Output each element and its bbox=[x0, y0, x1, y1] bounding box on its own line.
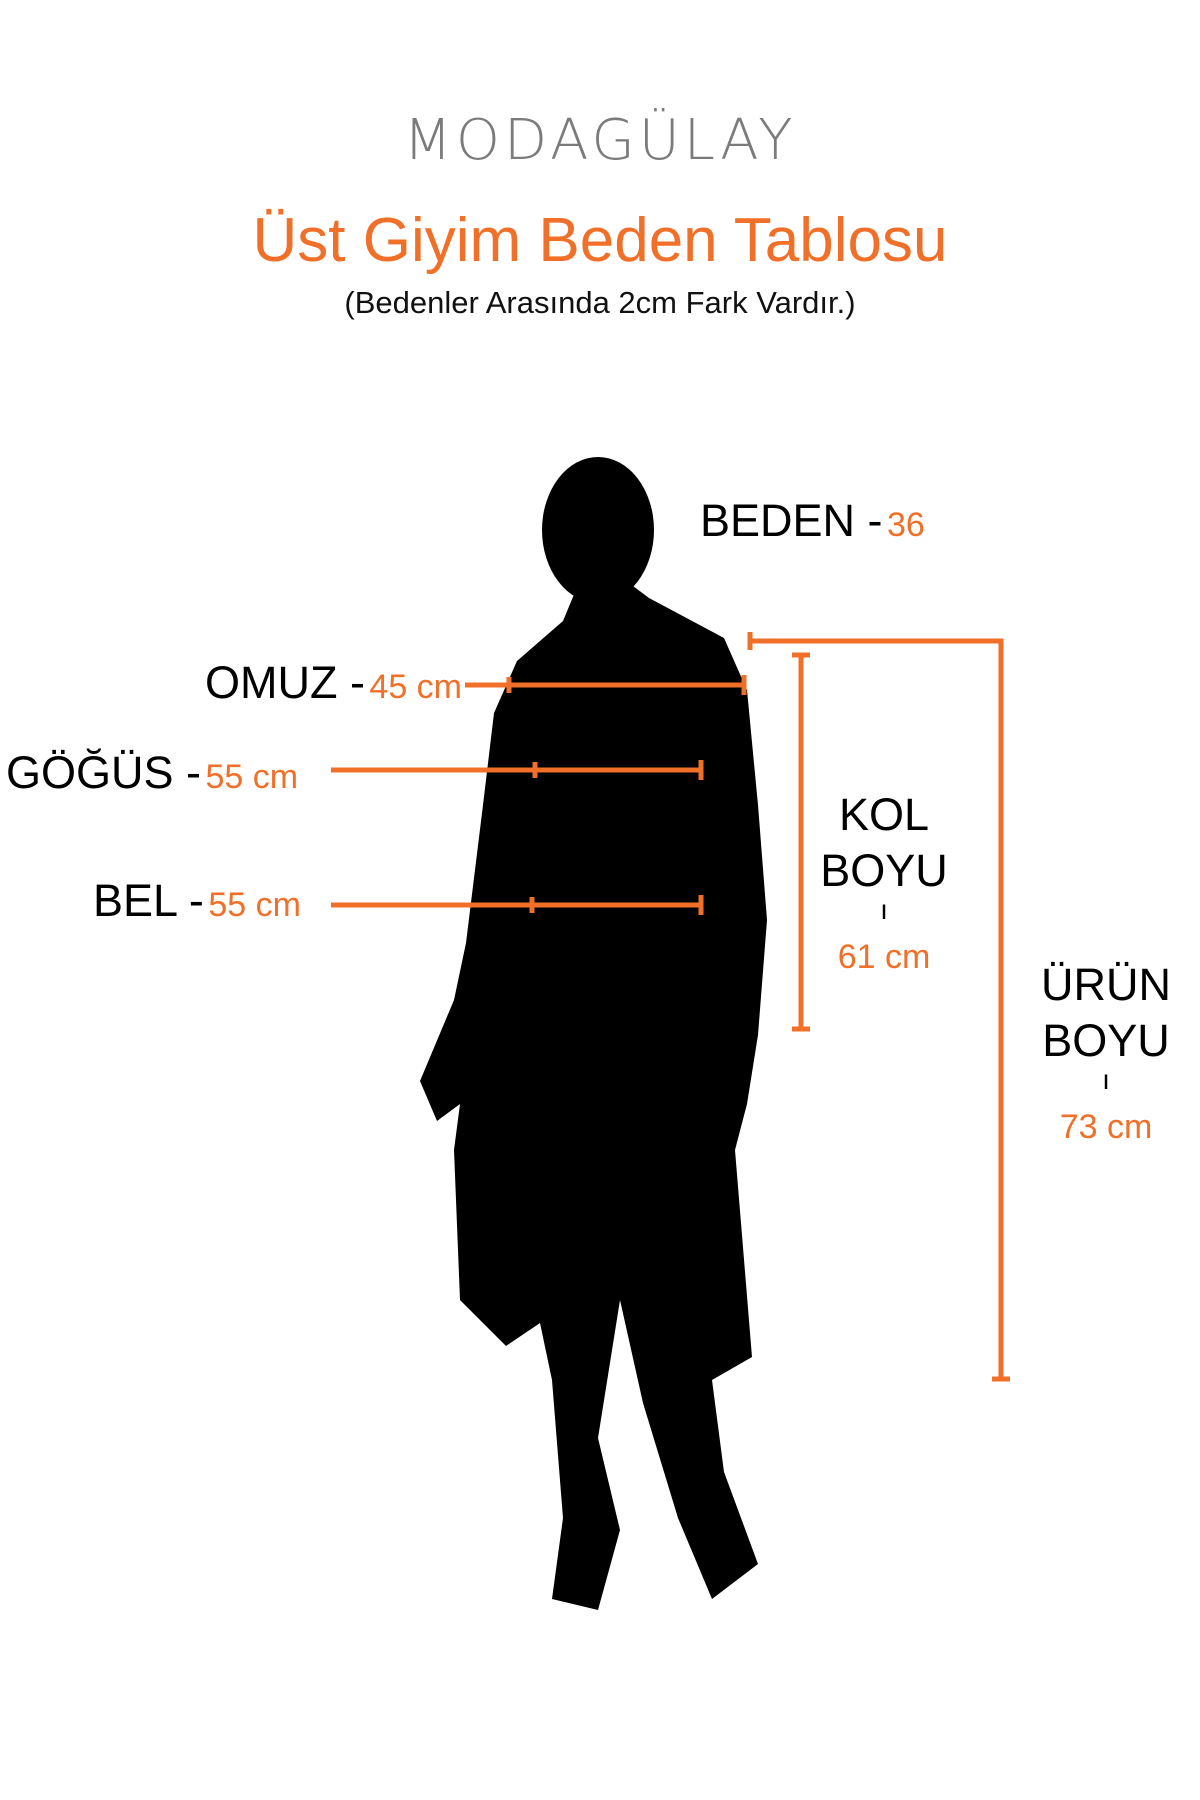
page-subtitle: (Bedenler Arasında 2cm Fark Vardır.) bbox=[344, 285, 856, 320]
silhouette-body bbox=[420, 580, 767, 1610]
shoulder-label: OMUZ - bbox=[204, 657, 365, 708]
sleeve-separator: ı bbox=[880, 894, 888, 925]
shoulder-value: 45 cm bbox=[369, 668, 462, 706]
shoulder-measure-line bbox=[465, 675, 747, 695]
brand-logo: MODAGÜLAY bbox=[403, 108, 797, 173]
size-value: 36 bbox=[886, 506, 925, 544]
waist-measure-line bbox=[331, 895, 704, 915]
waist-row: BEL - 55 cm bbox=[93, 878, 301, 925]
length-value: 73 cm bbox=[1059, 1108, 1153, 1146]
length-label-line2: BOYU bbox=[1042, 1015, 1170, 1066]
size-label: BEDEN - bbox=[700, 495, 883, 546]
length-separator: ı bbox=[1102, 1064, 1110, 1095]
sleeve-label-line2: BOYU bbox=[820, 845, 948, 896]
sleeve-measure-line bbox=[792, 652, 810, 1032]
sleeve-label-line1: KOL bbox=[838, 789, 930, 840]
shoulder-row: OMUZ - 45 cm bbox=[205, 660, 462, 707]
sleeve-value: 61 cm bbox=[837, 938, 931, 976]
waist-value: 55 cm bbox=[208, 886, 301, 924]
chest-label: GÖĞÜS - bbox=[6, 747, 202, 798]
page-title: Üst Giyim Beden Tablosu bbox=[252, 206, 948, 275]
chest-measure-line bbox=[331, 760, 704, 780]
chest-row: GÖĞÜS - 55 cm bbox=[6, 750, 298, 797]
waist-label: BEL - bbox=[93, 875, 204, 926]
chest-value: 55 cm bbox=[205, 758, 299, 796]
length-measure-line bbox=[747, 632, 1010, 1382]
size-row: BEDEN - 36 bbox=[700, 498, 925, 545]
length-label-line1: ÜRÜN bbox=[1041, 959, 1171, 1010]
person-silhouette bbox=[420, 457, 767, 1610]
silhouette-head bbox=[542, 457, 654, 603]
